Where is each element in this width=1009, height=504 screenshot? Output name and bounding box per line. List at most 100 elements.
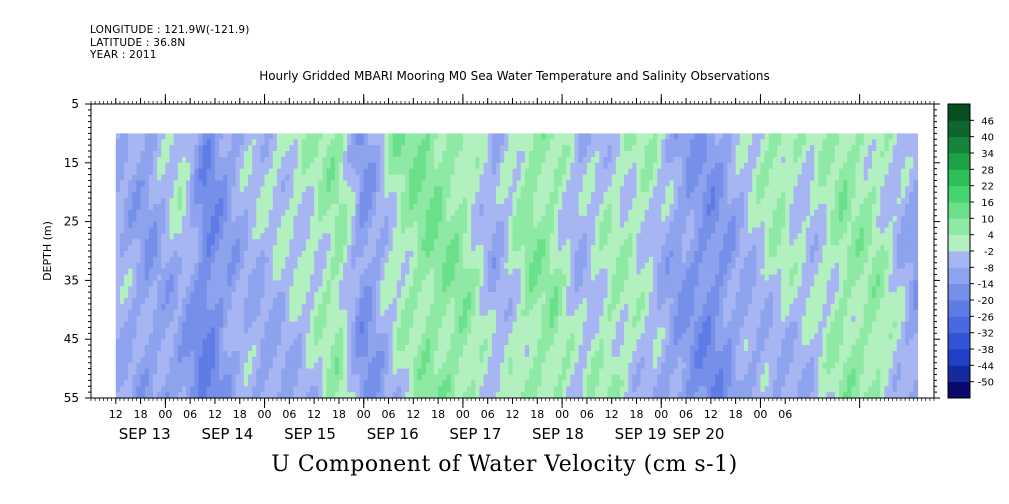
- heatmap-cell: [475, 280, 481, 287]
- heatmap-cell: [157, 262, 162, 270]
- heatmap-cell: [239, 309, 245, 317]
- heatmap-cell: [140, 151, 146, 158]
- heatmap-cell: [276, 321, 282, 329]
- heatmap-cell: [442, 350, 447, 358]
- heatmap-cell: [400, 151, 406, 158]
- heatmap-cell: [256, 303, 262, 311]
- heatmap-cell: [516, 215, 522, 223]
- heatmap-cell: [318, 192, 324, 199]
- heatmap-cell: [471, 203, 476, 211]
- heatmap-cell: [529, 339, 534, 346]
- heatmap-cell: [458, 186, 464, 193]
- heatmap-cell: [144, 145, 150, 152]
- heatmap-cell: [549, 168, 555, 176]
- heatmap-cell: [454, 162, 460, 170]
- heatmap-cell: [363, 315, 369, 323]
- heatmap-cell: [322, 233, 328, 240]
- heatmap-cell: [409, 145, 414, 152]
- heatmap-cell: [367, 309, 373, 317]
- heatmap-cell: [367, 221, 373, 229]
- heatmap-cell: [400, 280, 406, 287]
- heatmap-cell: [305, 227, 311, 234]
- heatmap-cell: [285, 386, 290, 393]
- heatmap-cell: [119, 251, 125, 258]
- heatmap-cell: [413, 139, 419, 146]
- heatmap-cell: [202, 280, 208, 287]
- heatmap-cell: [223, 180, 228, 187]
- heatmap-cell: [429, 362, 435, 370]
- heatmap-cell: [450, 292, 456, 299]
- heatmap-cell: [529, 174, 534, 182]
- heatmap-cell: [359, 309, 365, 317]
- heatmap-cell: [570, 215, 576, 223]
- heatmap-cell: [260, 309, 266, 317]
- heatmap-cell: [396, 180, 402, 187]
- heatmap-cell: [367, 321, 373, 329]
- heatmap-cell: [318, 374, 324, 381]
- heatmap-cell: [194, 156, 200, 164]
- heatmap-cell: [483, 386, 489, 393]
- heatmap-cell: [186, 133, 191, 140]
- heatmap-cell: [293, 280, 299, 287]
- heatmap-cell: [144, 362, 150, 370]
- heatmap-cell: [384, 192, 390, 199]
- heatmap-cell: [334, 162, 340, 170]
- heatmap-cell: [508, 174, 514, 182]
- heatmap-cell: [458, 374, 464, 381]
- heatmap-cell: [169, 251, 175, 258]
- heatmap-cell: [458, 139, 464, 146]
- heatmap-cell: [351, 145, 357, 152]
- heatmap-cell: [301, 327, 307, 334]
- heatmap-cell: [297, 292, 303, 299]
- heatmap-cell: [235, 268, 241, 276]
- heatmap-cell: [392, 245, 398, 252]
- heatmap-cell: [181, 386, 187, 393]
- heatmap-cell: [471, 180, 476, 187]
- heatmap-cell: [128, 362, 133, 370]
- heatmap-cell: [537, 256, 543, 264]
- heatmap-cell: [281, 139, 286, 146]
- heatmap-cell: [305, 139, 311, 146]
- heatmap-cell: [446, 162, 452, 170]
- heatmap-cell: [376, 215, 381, 223]
- heatmap-cell: [314, 139, 319, 146]
- heatmap-cell: [148, 251, 154, 258]
- heatmap-cell: [384, 168, 390, 176]
- heatmap-cell: [433, 227, 439, 234]
- heatmap-cell: [524, 192, 530, 199]
- heatmap-cell: [136, 209, 142, 217]
- heatmap-cell: [152, 368, 158, 376]
- heatmap-cell: [124, 292, 129, 299]
- heatmap-cell: [144, 368, 150, 376]
- heatmap-cell: [264, 192, 270, 199]
- heatmap-cell: [285, 233, 290, 240]
- heatmap-cell: [388, 327, 394, 334]
- heatmap-cell: [541, 315, 547, 323]
- heatmap-cell: [268, 321, 274, 329]
- heatmap-cell: [268, 192, 274, 199]
- heatmap-cell: [190, 274, 195, 281]
- heatmap-cell: [343, 280, 348, 287]
- heatmap-cell: [491, 298, 497, 305]
- heatmap-cell: [479, 268, 485, 276]
- heatmap-cell: [119, 345, 125, 352]
- heatmap-cell: [194, 239, 200, 246]
- heatmap-cell: [140, 309, 146, 317]
- heatmap-cell: [359, 392, 365, 399]
- heatmap-cell: [260, 362, 266, 370]
- heatmap-cell: [322, 151, 328, 158]
- heatmap-cell: [115, 215, 121, 223]
- heatmap-cell: [442, 392, 447, 399]
- heatmap-cell: [190, 203, 195, 211]
- heatmap-cell: [239, 392, 245, 399]
- heatmap-cell: [363, 380, 369, 387]
- heatmap-cell: [177, 256, 183, 264]
- heatmap-cell: [334, 386, 340, 393]
- heatmap-cell: [516, 298, 522, 305]
- heatmap-cell: [181, 139, 187, 146]
- heatmap-cell: [231, 386, 237, 393]
- heatmap-cell: [392, 356, 398, 364]
- heatmap-cell: [533, 286, 538, 293]
- heatmap-cell: [421, 345, 427, 352]
- heatmap-cell: [252, 133, 257, 140]
